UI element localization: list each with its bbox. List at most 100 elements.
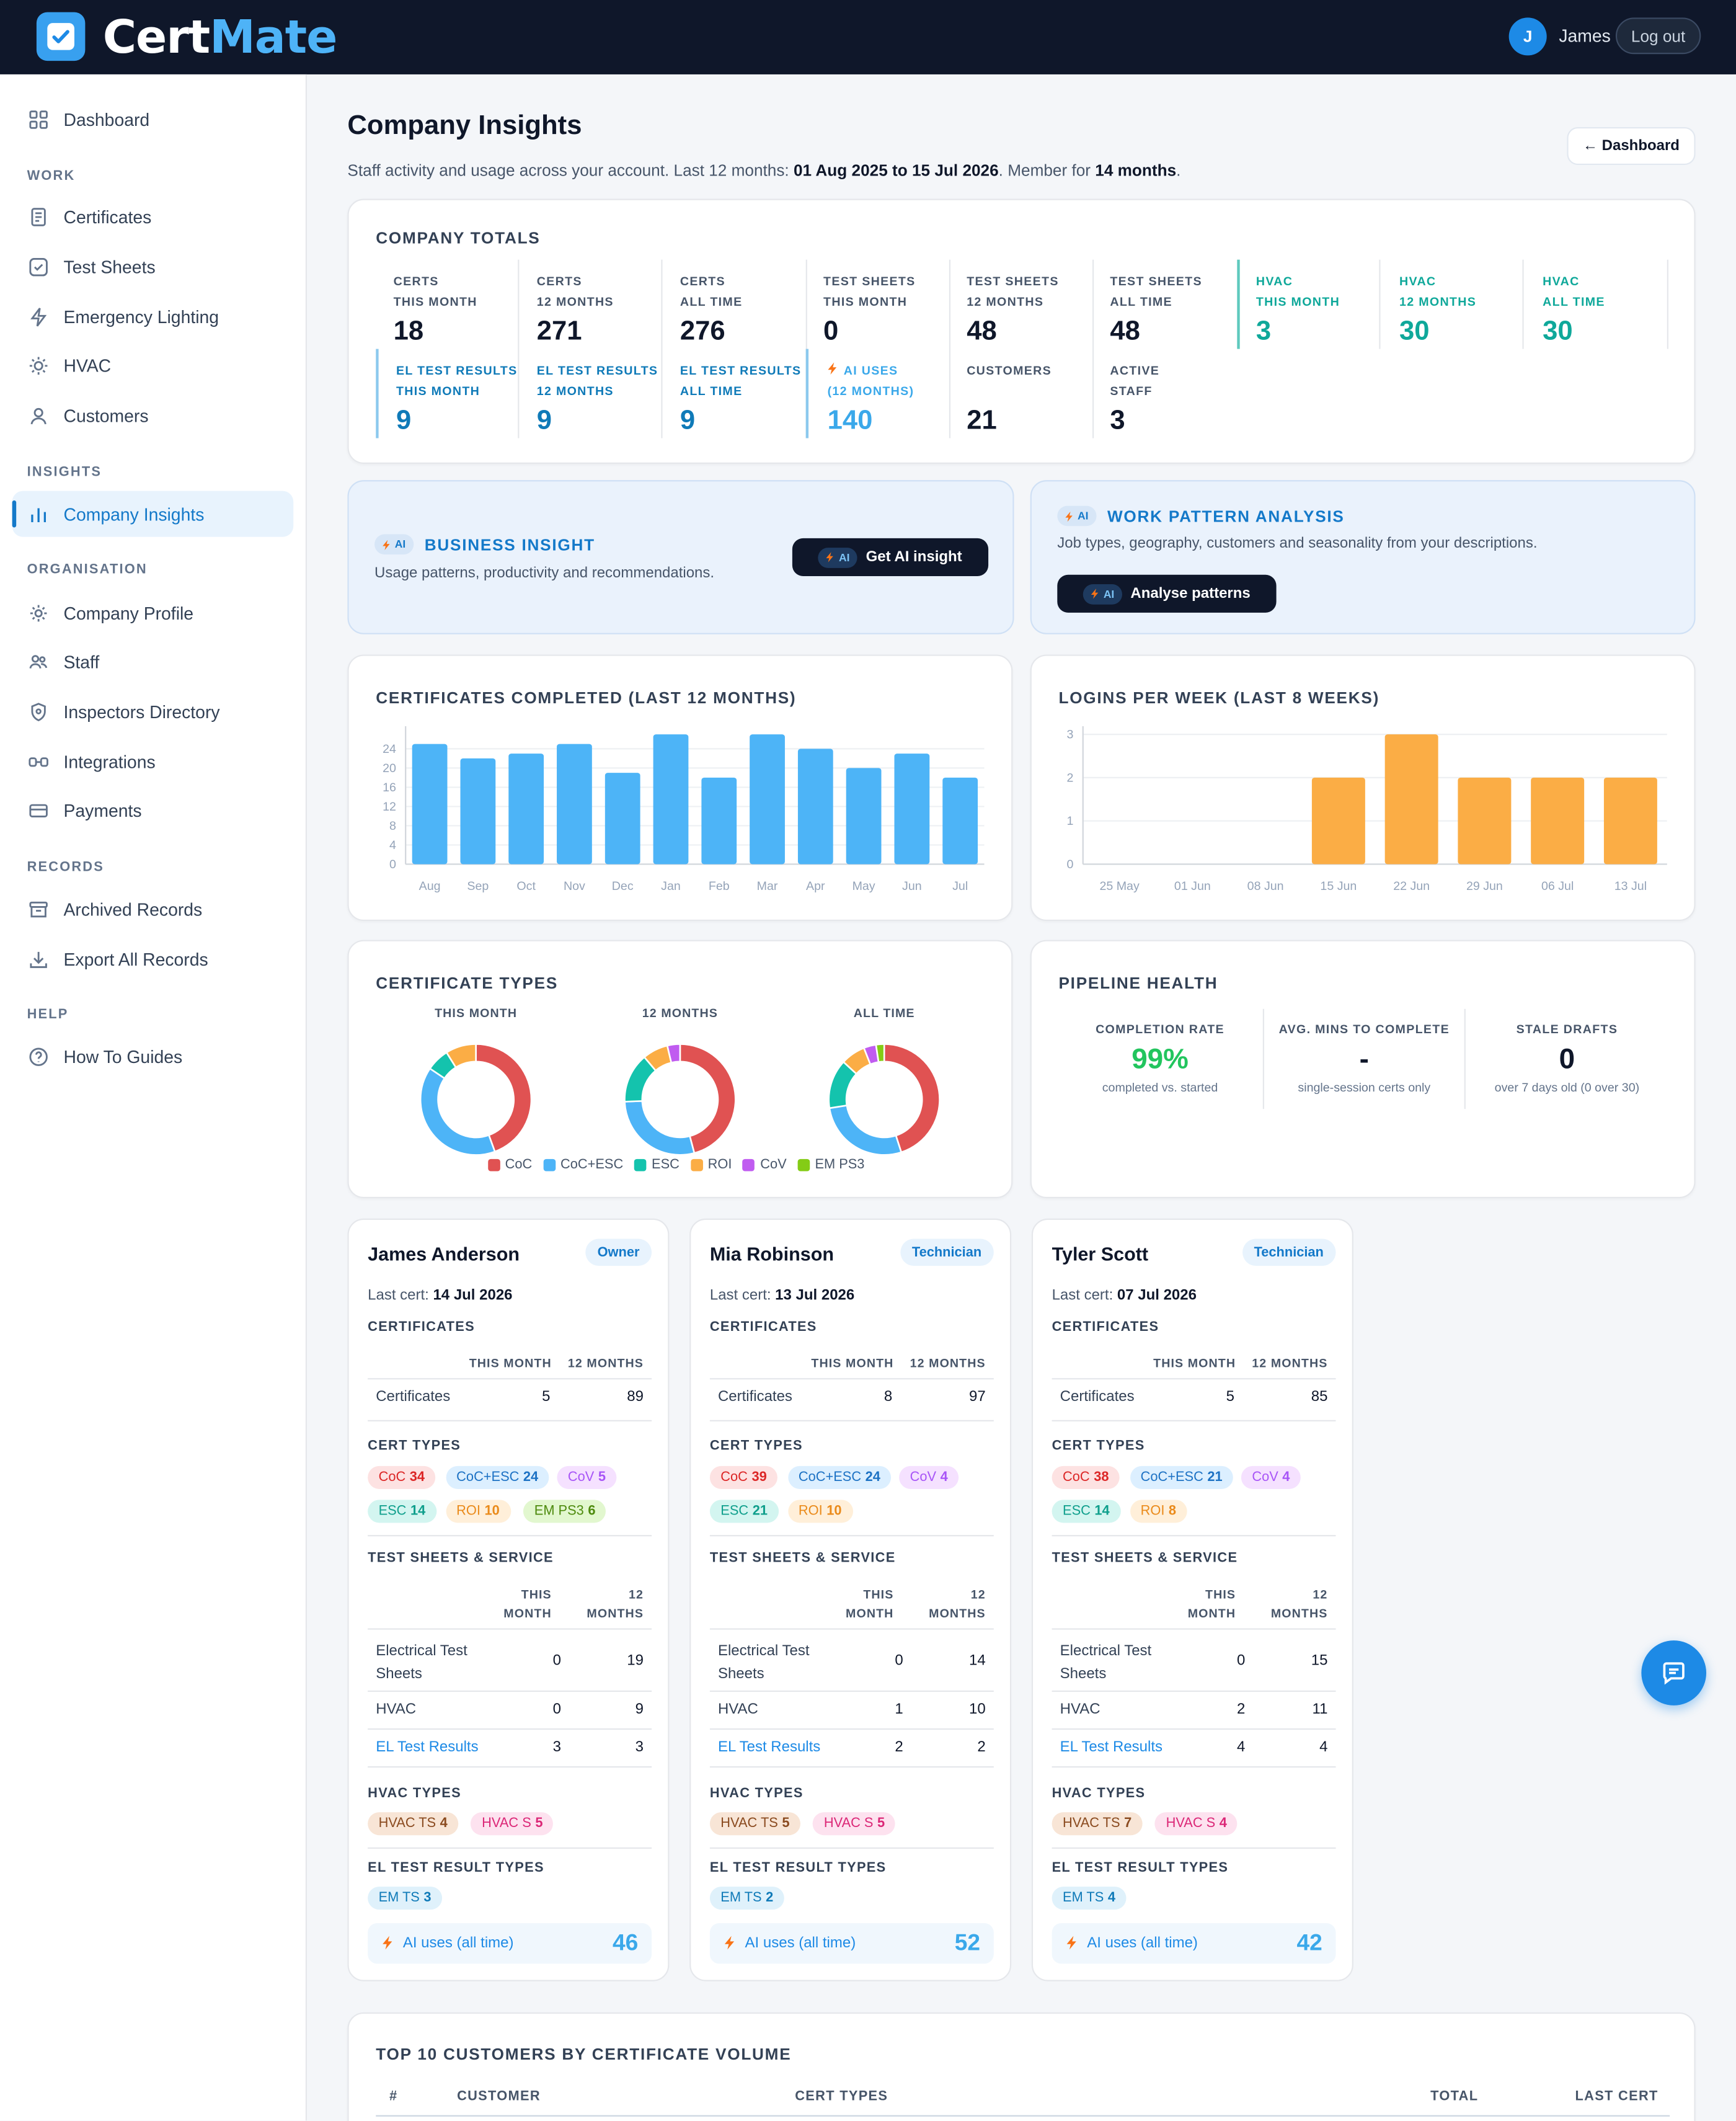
staff-card: Tyler Scott Technician Last cert: 07 Jul 2… [1031, 1218, 1353, 1981]
business-insight-card: AI BUSINESS INSIGHT Usage patterns, produ… [347, 480, 1014, 634]
sidebar-item-dashboard[interactable]: Dashboard [12, 96, 294, 142]
donut-slice[interactable] [666, 1043, 681, 1064]
ai-uses-value: 52 [954, 1929, 981, 1956]
bar[interactable] [1458, 777, 1512, 865]
logo-check-icon[interactable] [36, 12, 86, 61]
stat-el-12: EL TEST RESULTS 12 MONTHS 9 [536, 363, 658, 436]
sidebar-item-test-sheets[interactable]: Test Sheets [12, 244, 294, 290]
value-hvac-month: 0 [552, 1701, 561, 1718]
lightning-icon [1066, 1936, 1076, 1950]
donut-slice[interactable] [419, 1067, 496, 1156]
col-header-last-cert[interactable]: LAST CERT [1575, 2089, 1658, 2105]
donut-slice[interactable] [679, 1043, 737, 1154]
gear-icon [27, 602, 49, 623]
bar[interactable] [846, 768, 882, 865]
sidebar-item-emergency-lighting[interactable]: Emergency Lighting [12, 293, 294, 339]
bar[interactable] [894, 754, 930, 865]
chat-button[interactable] [1641, 1640, 1707, 1705]
y-tick-label: 8 [389, 819, 396, 833]
bar[interactable] [701, 777, 737, 865]
value-electrical-month: 0 [895, 1652, 903, 1669]
bar[interactable] [412, 744, 448, 865]
lightning-icon [1065, 510, 1073, 522]
col-header-customer[interactable]: CUSTOMER [457, 2089, 541, 2105]
x-tick-label: Dec [612, 879, 634, 893]
get-ai-insight-button[interactable]: AI Get AI insight [792, 538, 989, 576]
donut-slice[interactable] [624, 1100, 696, 1156]
ai-badge: AI [1083, 583, 1123, 604]
sidebar-item-integrations[interactable]: Integrations [12, 739, 294, 785]
sidebar-item-inspectors-directory[interactable]: Inspectors Directory [12, 688, 294, 734]
logout-button[interactable]: Log out [1615, 17, 1701, 55]
bar[interactable] [460, 758, 496, 865]
sidebar-item-hvac[interactable]: HVAC [12, 342, 294, 388]
col-header-cert-types[interactable]: CERT TYPES [795, 2089, 888, 2105]
donut-slice[interactable] [828, 1104, 903, 1156]
sidebar-item-company-insights[interactable]: Company Insights [12, 491, 294, 537]
sidebar-item-staff[interactable]: Staff [12, 638, 294, 684]
app-logo[interactable]: CertMate [102, 11, 338, 65]
row-label-el-test-results[interactable]: EL Test Results [717, 1739, 821, 1756]
x-tick-label: Jul [952, 879, 968, 893]
grid-icon [27, 108, 49, 130]
bar[interactable] [604, 773, 640, 865]
row-label-hvac: HVAC [376, 1701, 417, 1718]
bar[interactable] [750, 734, 785, 865]
staff-name[interactable]: Mia Robinson [709, 1243, 835, 1265]
hvac-type-chip: HVAC TS 4 [368, 1812, 459, 1836]
x-tick-label: 06 Jul [1541, 879, 1574, 893]
analyse-patterns-button[interactable]: AI Analyse patterns [1057, 574, 1277, 613]
x-tick-label: Feb [709, 879, 730, 893]
last-cert: Last cert: 14 Jul 2026 [368, 1287, 513, 1304]
x-tick-label: 25 May [1099, 879, 1140, 893]
value-hvac-12: 9 [635, 1701, 644, 1718]
y-tick-label: 12 [383, 800, 396, 814]
back-to-dashboard-button[interactable]: ← Dashboard [1567, 127, 1696, 166]
value-certs-month: 5 [1226, 1389, 1234, 1405]
sidebar-item-customers[interactable]: Customers [12, 392, 294, 438]
el-type-chip: EM TS 2 [709, 1887, 784, 1910]
bar[interactable] [1603, 777, 1657, 865]
bar[interactable] [797, 749, 833, 865]
donut-slice[interactable] [883, 1043, 941, 1154]
bar[interactable] [1531, 777, 1585, 865]
sidebar-item-archived-records[interactable]: Archived Records [12, 886, 294, 932]
avatar[interactable]: J [1508, 17, 1547, 56]
section-el-result-types: EL TEST RESULT TYPES [368, 1861, 544, 1876]
role-badge: Technician [900, 1238, 994, 1266]
section-cert-types: CERT TYPES [368, 1439, 461, 1454]
col-header-total[interactable]: TOTAL [1430, 2089, 1479, 2105]
donut-slice[interactable] [475, 1043, 533, 1153]
sidebar-item-label: Customers [63, 405, 149, 425]
donut-slice[interactable] [875, 1043, 885, 1064]
stat-el-all: EL TEST RESULTS ALL TIME 9 [680, 363, 802, 436]
row-label-el-test-results[interactable]: EL Test Results [1060, 1739, 1163, 1756]
bar[interactable] [508, 754, 544, 865]
x-tick-label: Jan [661, 879, 681, 893]
sidebar-item-how-to-guides[interactable]: How To Guides [12, 1033, 294, 1079]
bar[interactable] [557, 744, 592, 865]
bar[interactable] [1384, 734, 1438, 865]
bar[interactable] [1311, 777, 1365, 865]
sidebar-item-label: Staff [63, 651, 100, 672]
row-label-el-test-results[interactable]: EL Test Results [376, 1739, 479, 1756]
staff-name[interactable]: James Anderson [368, 1243, 520, 1265]
ai-uses-label: AI uses (all time) [745, 1935, 856, 1952]
sidebar-item-certificates[interactable]: Certificates [12, 193, 294, 239]
stat-customers: CUSTOMERS 21 [967, 363, 1052, 436]
chart-title: LOGINS PER WEEK (LAST 8 WEEKS) [1058, 688, 1380, 708]
sidebar-item-company-profile[interactable]: Company Profile [12, 590, 294, 636]
archive-icon [27, 898, 49, 920]
stat-ai-uses: AI USES (12 MONTHS) 140 [828, 361, 971, 437]
user-name: James [1559, 25, 1611, 47]
staff-name[interactable]: Tyler Scott [1052, 1243, 1149, 1265]
sidebar-item-export-all-records[interactable]: Export All Records [12, 936, 294, 982]
lightning-icon [1091, 589, 1099, 599]
donut-slice[interactable] [445, 1043, 477, 1069]
stat-el-month: EL TEST RESULTS THIS MONTH 9 [396, 363, 518, 436]
donut-label: ALL TIME [853, 1006, 915, 1020]
sidebar-item-payments[interactable]: Payments [12, 787, 294, 833]
legend-item: EM PS3 [797, 1158, 864, 1173]
bar[interactable] [653, 734, 689, 865]
bar[interactable] [942, 777, 978, 865]
